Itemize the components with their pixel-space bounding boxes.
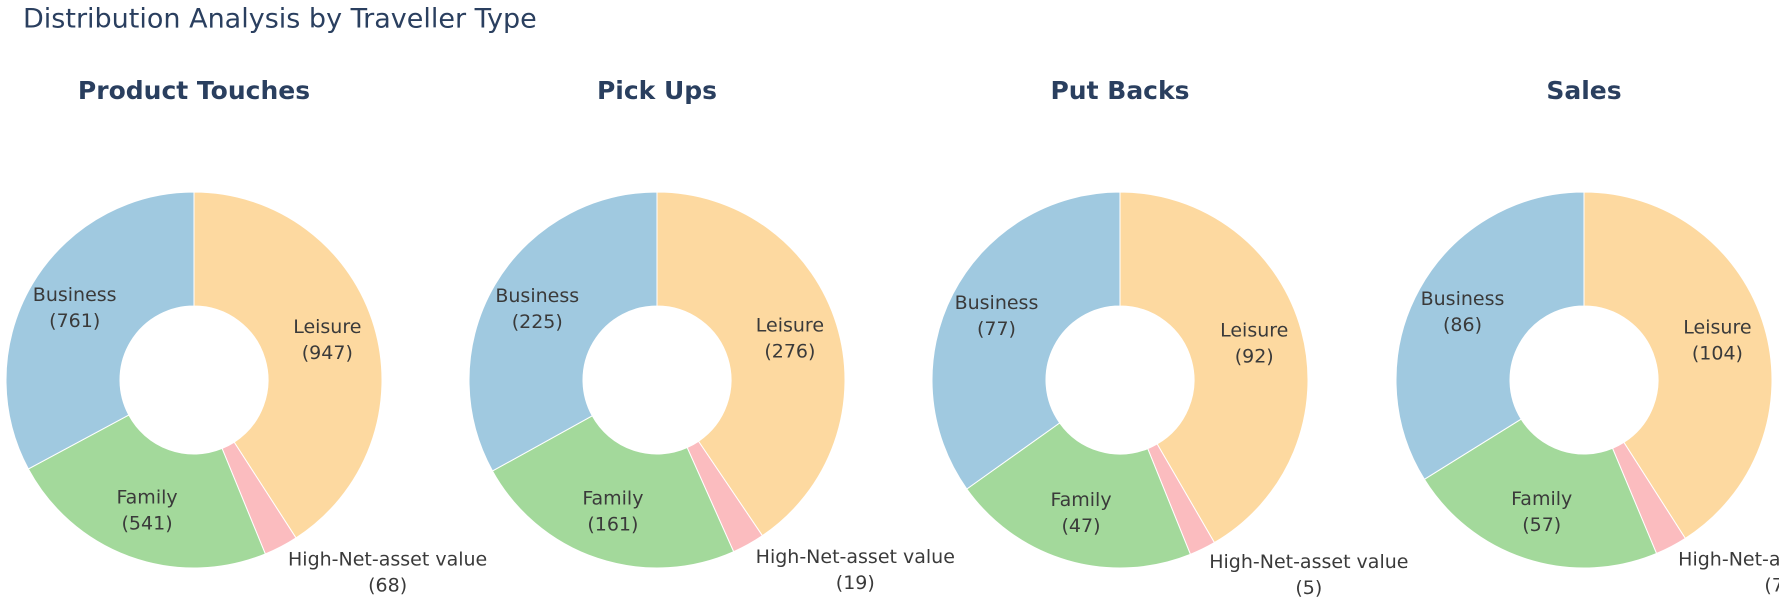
slice-label: Leisure <box>756 315 824 337</box>
slice-value-label: (5) <box>1295 577 1322 599</box>
slice-value-label: (47) <box>1062 515 1101 537</box>
slice-label: Family <box>1511 488 1572 510</box>
pie-slice <box>5 191 195 470</box>
slice-label: Family <box>582 487 643 509</box>
slice-label: Business <box>495 285 579 307</box>
pie-slice <box>468 191 658 472</box>
chart-title: Product Touches <box>78 76 310 105</box>
pie-slice <box>1395 191 1585 481</box>
slice-value-label: (19) <box>836 572 875 594</box>
slice-value-label: (161) <box>587 513 638 535</box>
slice-label: Leisure <box>293 316 361 338</box>
slice-label: Leisure <box>1683 316 1751 338</box>
chart-title: Put Backs <box>1050 76 1189 105</box>
pie-slice <box>193 191 383 539</box>
pie-chart: Product Touches Leisure (947) High-Net-asse… <box>5 76 487 596</box>
pie-slice <box>1119 191 1309 544</box>
pie-chart: Sales Leisure (104) High-Net-asset value (7)… <box>1395 76 1779 596</box>
page-title: Distribution Analysis by Traveller Type <box>23 4 537 35</box>
slice-value-label: (77) <box>977 318 1016 340</box>
slice-value-label: (86) <box>1443 314 1482 336</box>
slice-value-label: (7) <box>1764 574 1779 596</box>
pie-slice <box>931 191 1121 490</box>
pie-slice <box>27 414 266 569</box>
slice-label: High-Net-asset value <box>756 546 955 568</box>
slice-label: High-Net-asset value <box>1678 548 1779 570</box>
slice-value-label: (225) <box>512 311 563 333</box>
pie-chart: Put Backs Leisure (92) High-Net-asset value… <box>931 76 1408 599</box>
chart-title: Pick Ups <box>597 76 717 105</box>
slice-value-label: (276) <box>764 341 815 363</box>
slice-label: High-Net-asset value <box>1209 551 1408 573</box>
slice-value-label: (68) <box>368 574 407 596</box>
slice-value-label: (761) <box>49 310 100 332</box>
chart-title: Sales <box>1546 76 1621 105</box>
slice-value-label: (57) <box>1522 514 1561 536</box>
slice-value-label: (947) <box>302 342 353 364</box>
slice-label: Business <box>955 292 1039 314</box>
pie-chart: Pick Ups Leisure (276) High-Net-asset value… <box>468 76 955 594</box>
slice-label: Leisure <box>1220 319 1288 341</box>
slice-value-label: (92) <box>1235 345 1274 367</box>
slice-label: Business <box>1421 288 1505 310</box>
slice-label: High-Net-asset value <box>288 548 487 570</box>
pie-slice <box>656 191 846 537</box>
slice-label: Family <box>1050 489 1111 511</box>
pie-slice <box>1423 418 1658 569</box>
pie-slice <box>966 422 1192 569</box>
pie-slice <box>491 415 735 569</box>
slice-label: Family <box>116 486 177 508</box>
slice-value-label: (541) <box>122 512 173 534</box>
slice-label: Business <box>33 284 117 306</box>
pie-slice <box>1583 191 1773 540</box>
slice-value-label: (104) <box>1692 342 1743 364</box>
